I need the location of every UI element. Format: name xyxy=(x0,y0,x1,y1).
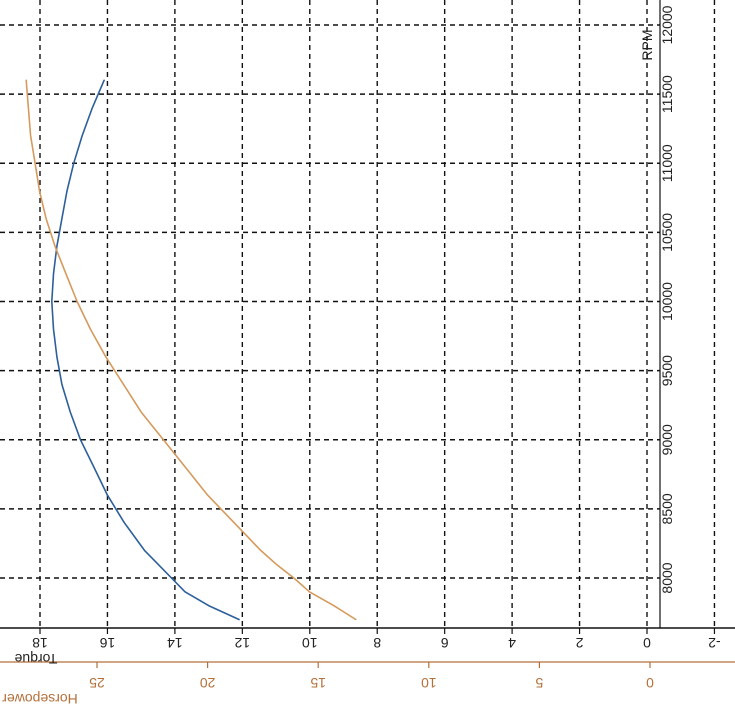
rpm-tick-label: 11000 xyxy=(659,144,675,182)
rpm-tick-label: 11500 xyxy=(659,75,675,113)
torque-tick-label: 8 xyxy=(373,635,381,651)
torque-tick-label: 12 xyxy=(234,635,250,651)
torque-tick-label: -2 xyxy=(708,635,721,651)
rpm-tick-label: 10500 xyxy=(659,213,675,252)
rpm-tick-label: 9500 xyxy=(659,355,675,386)
torque-tick-label: 16 xyxy=(99,635,115,651)
rpm-tick-label: 9000 xyxy=(659,424,675,455)
horsepower-tick-label: 5 xyxy=(535,675,543,691)
rpm-tick-label: 12000 xyxy=(659,5,675,44)
series xyxy=(25,79,357,621)
rpm-tick-label: 8000 xyxy=(659,562,675,593)
horsepower-tick-label: 0 xyxy=(646,675,654,691)
horsepower-tick-label: 10 xyxy=(421,675,437,691)
horsepower-tick-label: 25 xyxy=(89,675,105,691)
grid xyxy=(0,0,716,628)
torque-tick-label: 6 xyxy=(441,635,449,651)
axes xyxy=(0,0,735,668)
tick-labels: -2 0 2 4 6 8 10 12 14 16 18 0 5 10 15 20 25 8000 8500 9000 9… xyxy=(32,5,721,691)
axis-titles: Torque Horsepower RPM xyxy=(2,29,655,707)
rpm-tick-label: 8500 xyxy=(659,493,675,524)
torque-tick-label: 18 xyxy=(32,635,48,651)
horsepower-axis-title: Horsepower xyxy=(2,691,78,707)
torque-tick-label: 10 xyxy=(302,635,318,651)
torque-tick-label: 2 xyxy=(575,635,583,651)
rpm-tick-label: 10000 xyxy=(659,282,675,321)
horsepower-tick-label: 15 xyxy=(310,675,326,691)
torque-axis-title: Torque xyxy=(14,651,57,667)
horsepower-tick-label: 20 xyxy=(200,675,216,691)
horsepower-series-line xyxy=(25,79,357,621)
rpm-axis-title: RPM xyxy=(639,29,655,60)
torque-tick-label: 14 xyxy=(167,635,183,651)
torque-series-line xyxy=(50,79,240,621)
torque-tick-label: 0 xyxy=(643,635,651,651)
torque-tick-label: 4 xyxy=(508,635,516,651)
